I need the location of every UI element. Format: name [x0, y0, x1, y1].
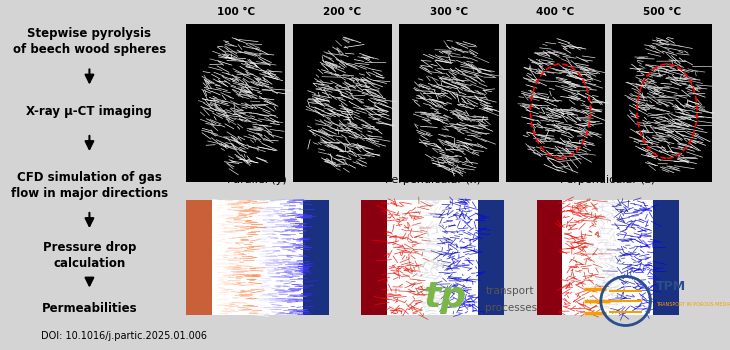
Bar	[562, 199, 653, 315]
Bar	[478, 199, 504, 315]
Bar	[303, 199, 328, 315]
Text: Stepwise pyrolysis
of beech wood spheres: Stepwise pyrolysis of beech wood spheres	[13, 28, 166, 56]
Text: X-ray μ-CT imaging: X-ray μ-CT imaging	[26, 105, 153, 119]
Text: CFD simulation of gas
flow in major directions: CFD simulation of gas flow in major dire…	[11, 171, 168, 200]
Text: TPM: TPM	[656, 280, 685, 294]
Bar	[186, 25, 285, 182]
Bar	[387, 199, 478, 315]
Text: 300 °C: 300 °C	[430, 7, 468, 17]
Text: Parallel (y): Parallel (y)	[228, 175, 287, 185]
Text: Permeabilities: Permeabilities	[42, 301, 137, 315]
Bar	[186, 199, 212, 315]
Bar	[293, 25, 392, 182]
Bar	[653, 199, 679, 315]
Text: 500 °C: 500 °C	[643, 7, 681, 17]
Text: 400 °C: 400 °C	[537, 7, 575, 17]
Bar	[399, 25, 499, 182]
Text: TRANSPORT IN POROUS MEDIA: TRANSPORT IN POROUS MEDIA	[656, 302, 730, 307]
Text: Perpendicular (z): Perpendicular (z)	[560, 175, 656, 185]
Bar	[506, 25, 605, 182]
Bar	[361, 199, 387, 315]
Text: processes: processes	[485, 303, 537, 313]
Text: transport: transport	[485, 286, 534, 295]
Text: 100 °C: 100 °C	[217, 7, 255, 17]
Text: DOI: 10.1016/j.partic.2025.01.006: DOI: 10.1016/j.partic.2025.01.006	[41, 331, 207, 341]
Text: tp: tp	[423, 280, 467, 315]
Text: Perpendicular (x): Perpendicular (x)	[385, 175, 480, 185]
Text: 200 °C: 200 °C	[323, 7, 361, 17]
Bar	[612, 25, 712, 182]
Text: Pressure drop
calculation: Pressure drop calculation	[43, 241, 136, 270]
Bar	[537, 199, 562, 315]
Bar	[212, 199, 303, 315]
